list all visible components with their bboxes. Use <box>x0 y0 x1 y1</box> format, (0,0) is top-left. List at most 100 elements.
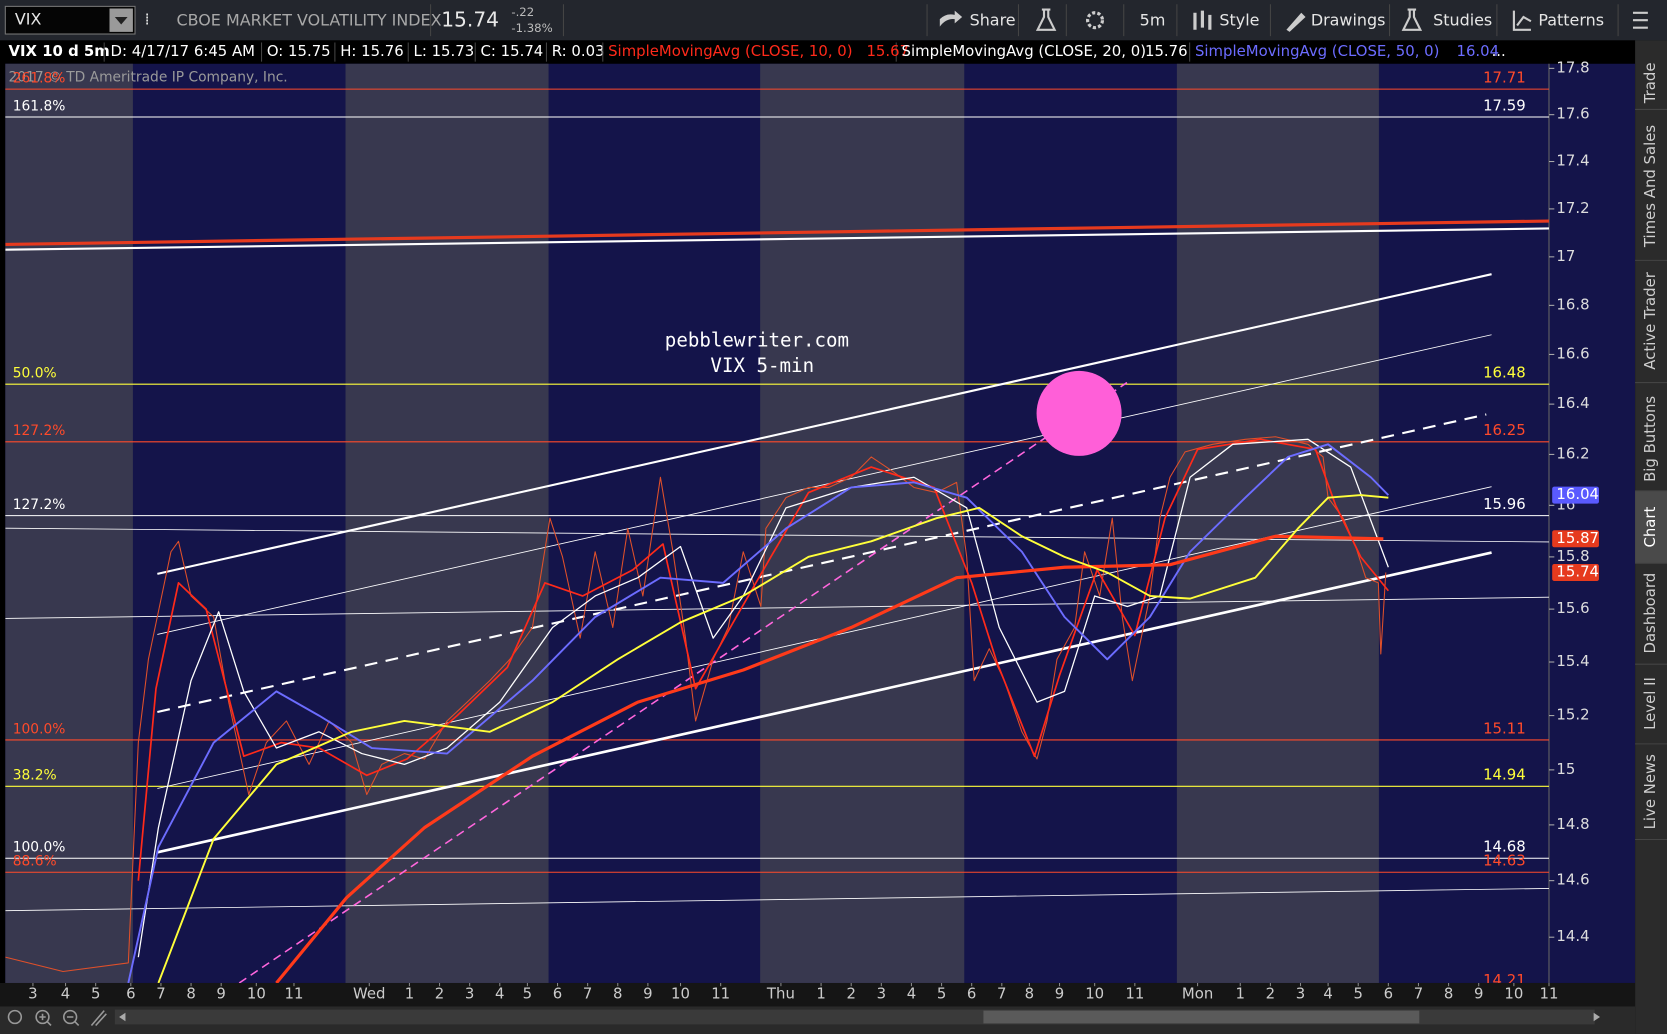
fib-price: 17.71 <box>1483 69 1526 87</box>
net-change: -.22 <box>511 5 534 19</box>
y-tick-label: 17.4 <box>1556 152 1589 170</box>
x-tick-label: 9 <box>216 985 225 1003</box>
x-tick-label: 4 <box>495 985 504 1003</box>
x-tick-label: 10 <box>671 985 690 1003</box>
last-price: 15.74 <box>441 8 499 32</box>
series-layer <box>5 436 1390 983</box>
x-tick-label: 9 <box>643 985 652 1003</box>
fib-price: 17.59 <box>1483 96 1526 114</box>
x-tick-label: 11 <box>1125 985 1144 1003</box>
sidebar-tab[interactable]: Live News <box>1641 754 1659 830</box>
fib-price: 15.11 <box>1483 719 1526 737</box>
drawings-icon <box>1286 12 1306 32</box>
x-tick-label: 6 <box>967 985 976 1003</box>
high: H: 15.76 <box>340 42 404 60</box>
close: C: 15.74 <box>481 42 544 60</box>
grip: ⁞ <box>145 10 150 29</box>
sidebar-tab[interactable]: Chart <box>1641 507 1659 548</box>
x-tick-label: 7 <box>997 985 1006 1003</box>
y-tick-label: 17 <box>1556 247 1575 265</box>
timeframe-button[interactable]: 5m <box>1140 11 1166 30</box>
x-tick-label: 2 <box>846 985 855 1003</box>
highlight-circle <box>1036 370 1122 456</box>
x-tick-label: 2 <box>1266 985 1275 1003</box>
y-tick-label: 14.6 <box>1556 871 1589 889</box>
series-line <box>5 436 1387 973</box>
style-icon <box>1193 10 1212 30</box>
y-tick-label: 17.8 <box>1556 58 1589 76</box>
x-tick-label: 4 <box>1323 985 1332 1003</box>
low: L: 15.73 <box>414 42 475 60</box>
study-value: 16.04 <box>1456 42 1499 60</box>
fib-percent: 261.8% <box>13 71 66 87</box>
price-badge <box>1552 486 1599 504</box>
fib-price: 14.68 <box>1483 838 1526 856</box>
y-tick-label: 15.6 <box>1556 599 1589 617</box>
series-line <box>275 534 1384 983</box>
y-tick-label: 17.6 <box>1556 105 1589 123</box>
pct-change: -1.38% <box>511 21 552 35</box>
range: R: 0.03 <box>552 42 605 60</box>
sidebar-tab[interactable]: Level II <box>1641 677 1659 730</box>
price-axis <box>1548 63 1636 983</box>
dropdown-arrow <box>114 17 128 25</box>
x-tick-label: Wed <box>353 985 385 1003</box>
series-line <box>157 494 1389 983</box>
x-tick-label: 1 <box>405 985 414 1003</box>
y-tick-label: 16.6 <box>1556 344 1589 362</box>
x-tick-label: 11 <box>284 985 303 1003</box>
x-tick-label: 7 <box>583 985 592 1003</box>
price-badge <box>1552 563 1599 581</box>
studies-button[interactable]: Studies <box>1433 11 1492 30</box>
menu-icon[interactable] <box>1632 11 1648 29</box>
sidebar-tab[interactable]: Trade <box>1641 63 1659 105</box>
y-tick-label: 17.2 <box>1556 199 1589 217</box>
style-button[interactable]: Style <box>1219 11 1259 30</box>
x-tick-label: 4 <box>61 985 70 1003</box>
sidebar-tab[interactable]: Big Buttons <box>1641 396 1659 482</box>
fib-price: 15.96 <box>1483 495 1526 513</box>
settings-icon[interactable] <box>1085 11 1105 30</box>
x-tick-label: 2 <box>435 985 444 1003</box>
x-tick-label: 3 <box>465 985 474 1003</box>
sidebar-tab[interactable]: Times And Sales <box>1641 125 1659 248</box>
x-axis-bar <box>0 982 1636 1007</box>
x-tick-label: 11 <box>711 985 730 1003</box>
symbol: VIX <box>15 10 42 29</box>
x-axis: 3 4 5 6 7 8 9 10 11 Wed 1 2 3 4 5 6 7 8 9 10 11 Thu 1 2 3 4 5 6 7 8 9 1… <box>28 982 1559 1003</box>
y-axis: 17.817.617.417.21716.816.616.416.21615.8… <box>1548 58 1599 945</box>
y-tick-label: 16.8 <box>1556 295 1589 313</box>
sidebar-tab[interactable]: Dashboard <box>1641 573 1659 654</box>
patterns-button[interactable]: Patterns <box>1538 11 1604 30</box>
flask-icon[interactable] <box>1035 8 1057 31</box>
x-tick-label: 5 <box>937 985 946 1003</box>
share-button[interactable]: Share <box>970 11 1016 30</box>
price-badge-label: 15.87 <box>1556 529 1599 547</box>
open: O: 15.75 <box>267 42 331 60</box>
copyright: 2017 © TD Ameritrade IP Company, Inc. <box>9 70 288 86</box>
x-tick-label: 8 <box>1025 985 1034 1003</box>
x-tick-label: Thu <box>766 985 795 1003</box>
info-separators <box>103 42 1191 62</box>
x-tick-label: 10 <box>247 985 266 1003</box>
scroll-thumb[interactable] <box>983 1010 1420 1024</box>
drawings-button[interactable]: Drawings <box>1311 11 1386 30</box>
x-tick-label: 10 <box>1085 985 1104 1003</box>
y-tick-label: 15 <box>1556 760 1575 778</box>
x-tick-label: 9 <box>1474 985 1483 1003</box>
study-name: SimpleMovingAvg (CLOSE, 50, 0) <box>1195 42 1439 60</box>
y-tick-label: 16.2 <box>1556 444 1589 462</box>
sidebar-tab[interactable]: Active Trader <box>1641 271 1659 369</box>
more-studies[interactable]: ... <box>1492 42 1506 60</box>
series-line <box>127 443 1390 983</box>
x-tick-label: 11 <box>1540 985 1559 1003</box>
x-tick-label: 8 <box>1444 985 1453 1003</box>
y-tick-label: 15.2 <box>1556 706 1589 724</box>
x-tick-label: 4 <box>907 985 916 1003</box>
sidebar-separators <box>1635 108 1667 841</box>
share-icon <box>939 10 963 27</box>
x-tick-label: 10 <box>1504 985 1523 1003</box>
fib-price: 16.25 <box>1483 421 1526 439</box>
bar-date: D: 4/17/17 6:45 AM <box>111 42 255 60</box>
